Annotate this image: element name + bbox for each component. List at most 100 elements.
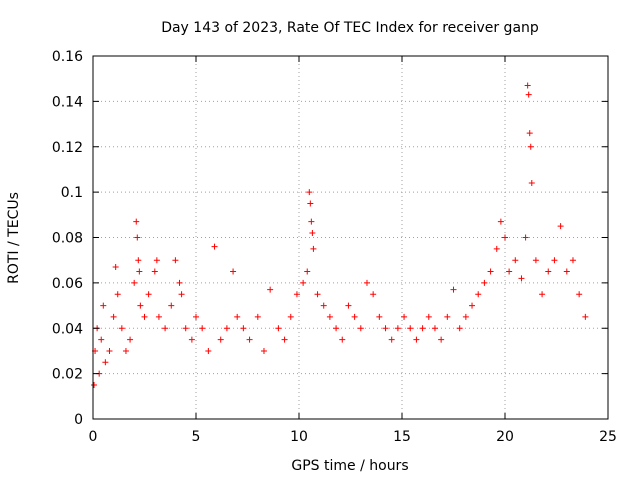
data-point: [326, 313, 333, 320]
data-point: [134, 234, 141, 241]
x-tick-label: 15: [393, 429, 411, 445]
data-point: [193, 313, 199, 320]
data-point: [438, 336, 445, 343]
data-point: [582, 313, 589, 320]
data-point: [98, 336, 105, 343]
data-point: [526, 130, 533, 137]
axis-ticks: 0 5 10 15 20 25 0 0.02 0.04 0.06 0.08 0.1 0.12 0.14 0.…: [52, 49, 617, 445]
y-tick-label: 0.14: [52, 94, 83, 110]
data-point: [153, 257, 160, 264]
data-point: [151, 268, 158, 275]
data-point: [413, 336, 420, 343]
data-point: [528, 180, 535, 187]
data-point: [525, 91, 532, 98]
data-point: [135, 257, 142, 264]
data-point: [145, 291, 152, 298]
data-point: [518, 275, 525, 282]
data-point: [462, 313, 469, 320]
data-point: [281, 336, 288, 343]
data-point: [487, 268, 494, 275]
chart-title: Day 143 of 2023, Rate Of TEC Index for r…: [161, 20, 539, 36]
y-tick-label: 0: [74, 412, 83, 428]
y-tick-label: 0.02: [52, 367, 83, 383]
data-point: [182, 325, 189, 332]
data-point: [246, 336, 253, 343]
data-point: [230, 268, 237, 275]
data-point: [382, 325, 389, 332]
y-tick-label: 0.08: [52, 231, 83, 247]
x-tick-label: 20: [496, 429, 514, 445]
data-point: [275, 325, 282, 332]
data-point: [569, 257, 576, 264]
x-tick-label: 25: [599, 429, 617, 445]
data-point: [304, 268, 311, 275]
data-point: [106, 347, 113, 354]
data-point: [205, 347, 212, 354]
data-point: [376, 313, 383, 320]
data-point: [563, 268, 570, 275]
data-point: [267, 286, 274, 293]
data-point: [308, 218, 315, 225]
data-points: [91, 82, 589, 388]
data-point: [162, 325, 169, 332]
data-point: [254, 313, 261, 320]
data-point: [388, 336, 395, 343]
data-point: [493, 245, 500, 252]
x-tick-label: 0: [89, 429, 98, 445]
data-point: [155, 313, 162, 320]
y-tick-label: 0.04: [52, 321, 83, 337]
data-point: [539, 291, 546, 298]
data-point: [102, 359, 109, 366]
data-point: [532, 257, 539, 264]
data-point: [394, 325, 401, 332]
data-point: [407, 325, 414, 332]
data-point: [320, 302, 327, 309]
data-point: [425, 313, 432, 320]
data-point: [576, 291, 583, 298]
plot-frame: [92, 55, 609, 420]
grid-lines: [93, 56, 608, 419]
data-point: [137, 302, 144, 309]
data-point: [469, 302, 476, 309]
data-point: [314, 291, 321, 298]
data-point: [100, 302, 107, 309]
data-point: [199, 325, 206, 332]
data-point: [188, 336, 195, 343]
data-point: [506, 268, 513, 275]
data-point: [351, 313, 358, 320]
data-point: [217, 336, 224, 343]
data-point: [557, 223, 564, 230]
data-point: [512, 257, 519, 264]
data-point: [110, 313, 117, 320]
y-tick-label: 0.16: [52, 49, 83, 65]
data-point: [309, 229, 316, 236]
data-point: [211, 243, 218, 250]
data-point: [168, 302, 175, 309]
data-point: [497, 218, 504, 225]
data-point: [114, 291, 121, 298]
data-point: [172, 257, 179, 264]
data-point: [401, 313, 408, 320]
data-point: [131, 279, 138, 286]
data-point: [357, 325, 364, 332]
data-point: [178, 291, 185, 298]
data-point: [524, 82, 531, 89]
data-point: [287, 313, 294, 320]
y-tick-label: 0.06: [52, 276, 83, 292]
data-point: [141, 313, 148, 320]
data-point: [300, 279, 307, 286]
data-point: [527, 143, 534, 150]
y-axis-label: ROTI / TECUs: [6, 192, 22, 284]
data-point: [333, 325, 340, 332]
data-point: [431, 325, 438, 332]
data-point: [293, 291, 300, 298]
data-point: [136, 268, 143, 275]
data-point: [450, 286, 457, 293]
data-point: [112, 263, 119, 270]
data-point: [260, 347, 267, 354]
data-point: [419, 325, 426, 332]
data-point: [240, 325, 247, 332]
data-point: [307, 200, 314, 207]
data-point: [127, 336, 134, 343]
